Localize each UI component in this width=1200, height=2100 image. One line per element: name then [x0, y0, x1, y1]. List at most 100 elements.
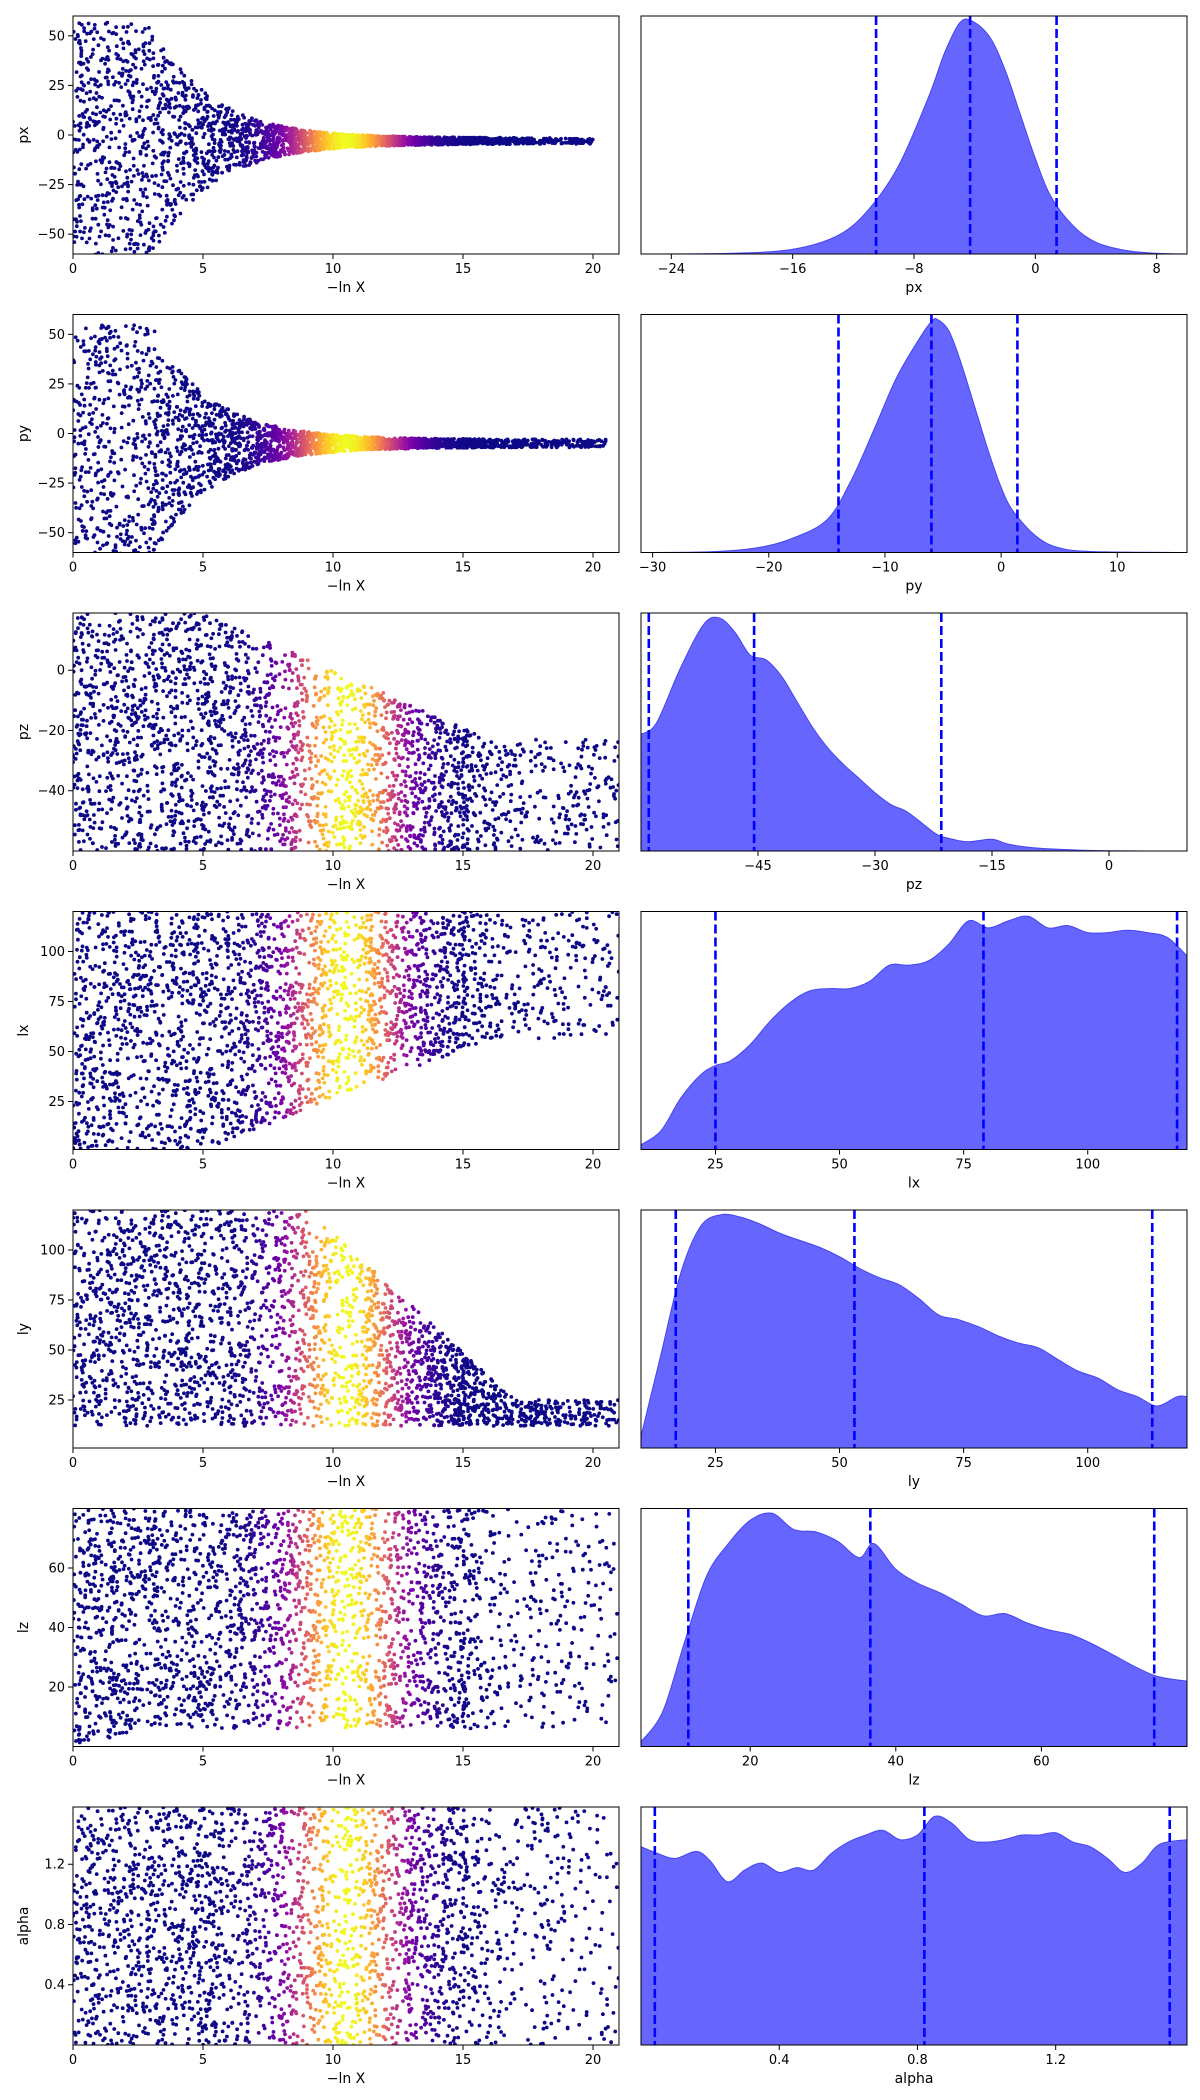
trace-py-point	[549, 445, 554, 450]
trace-px-point	[126, 189, 130, 194]
trace-py-point	[79, 485, 84, 489]
trace-py-point	[196, 397, 200, 401]
trace-px-point	[104, 134, 109, 139]
trace-px-point	[323, 141, 327, 146]
trace-py-point	[118, 367, 122, 372]
trace-px-point	[398, 142, 402, 147]
trace-px-point	[147, 26, 151, 30]
trace-px-point	[134, 29, 138, 33]
trace-px-point	[283, 133, 288, 138]
trace-py-point	[487, 444, 492, 449]
trace-px-point	[167, 110, 171, 115]
trace-px-point	[254, 118, 258, 122]
trace-py-point	[87, 412, 92, 417]
trace-py-point	[198, 444, 203, 449]
trace-py-point	[404, 437, 409, 442]
trace-px-point	[88, 229, 92, 233]
trace-px-point	[189, 145, 194, 149]
posterior-px-xtick-label: 8	[1153, 262, 1161, 277]
trace-py-point	[183, 447, 188, 452]
trace-py-point	[92, 395, 97, 400]
trace-px-point	[346, 140, 351, 145]
trace-py-point	[79, 503, 84, 508]
trace-px-point	[308, 135, 313, 140]
trace-px-point	[388, 136, 393, 141]
trace-px-point	[86, 163, 90, 168]
trace-px-point	[244, 156, 249, 160]
trace-py-point	[104, 542, 109, 546]
trace-px-point	[295, 136, 300, 140]
trace-px-point	[160, 207, 165, 212]
trace-py-point	[97, 397, 102, 402]
trace-py-point	[554, 445, 559, 450]
trace-py-point	[149, 497, 154, 502]
trace-py-point	[110, 449, 115, 453]
trace-px-point	[125, 175, 130, 180]
trace-px-point	[351, 134, 356, 138]
trace-px-point	[153, 229, 158, 234]
trace-px-point	[405, 140, 410, 145]
trace-px-point	[147, 255, 151, 259]
trace-px-point	[163, 60, 167, 64]
trace-px-point	[314, 144, 318, 149]
trace-py-point	[190, 426, 195, 430]
trace-py-point	[129, 363, 134, 368]
trace-px-point	[229, 154, 234, 159]
trace-px-point	[84, 166, 88, 171]
trace-py-point	[365, 443, 369, 448]
trace-px-point	[95, 30, 100, 35]
trace-py-point	[259, 449, 264, 453]
trace-py-point	[256, 457, 261, 461]
trace-px-point	[78, 229, 82, 234]
trace-py-point	[212, 447, 217, 452]
trace-py-point	[216, 446, 221, 451]
trace-py-point	[142, 556, 146, 560]
trace-px-point	[247, 140, 252, 145]
trace-px-point	[83, 226, 87, 230]
trace-py-point	[89, 504, 94, 508]
trace-px-point	[416, 143, 420, 147]
trace-py-point	[505, 437, 510, 442]
trace-px-point	[195, 156, 200, 161]
trace-py-point	[178, 434, 183, 439]
trace-px-point	[101, 139, 105, 144]
trace-px-point	[139, 66, 144, 71]
trace-px-point	[134, 81, 139, 85]
trace-py-point	[127, 514, 132, 519]
trace-py-point	[143, 526, 148, 530]
trace-px-point	[74, 198, 79, 203]
trace-px-point	[243, 163, 248, 168]
trace-px-point	[266, 155, 271, 160]
trace-px-point	[325, 130, 329, 135]
trace-py-point	[108, 470, 113, 475]
trace-py-point	[94, 362, 98, 367]
trace-px-point	[207, 142, 211, 147]
trace-py-point	[154, 473, 158, 478]
trace-px-point	[145, 87, 149, 92]
trace-px-point	[306, 140, 311, 145]
trace-px-point	[108, 208, 113, 213]
trace-py-point	[153, 469, 158, 473]
trace-py-point	[176, 491, 181, 496]
trace-px-point	[85, 194, 90, 199]
trace-px-point	[569, 137, 573, 141]
trace-py-point	[78, 413, 83, 418]
trace-py-point	[126, 495, 130, 500]
trace-px-point	[202, 105, 207, 110]
trace-px-point	[142, 62, 147, 67]
trace-py-point	[160, 537, 165, 542]
trace-px-point	[516, 138, 521, 142]
trace-py-point	[250, 464, 255, 468]
trace-py-point	[73, 541, 78, 546]
trace-px-point	[560, 141, 565, 145]
trace-py-point	[112, 460, 117, 465]
trace-py-point	[370, 442, 375, 446]
trace-py-point	[167, 496, 172, 500]
trace-py-point	[79, 558, 83, 562]
trace-py-point	[164, 490, 169, 494]
trace-py-point	[243, 457, 248, 462]
trace-px-point	[177, 118, 182, 122]
trace-px-point	[129, 68, 133, 72]
trace-px-point	[162, 230, 167, 235]
trace-py-point	[221, 434, 226, 439]
